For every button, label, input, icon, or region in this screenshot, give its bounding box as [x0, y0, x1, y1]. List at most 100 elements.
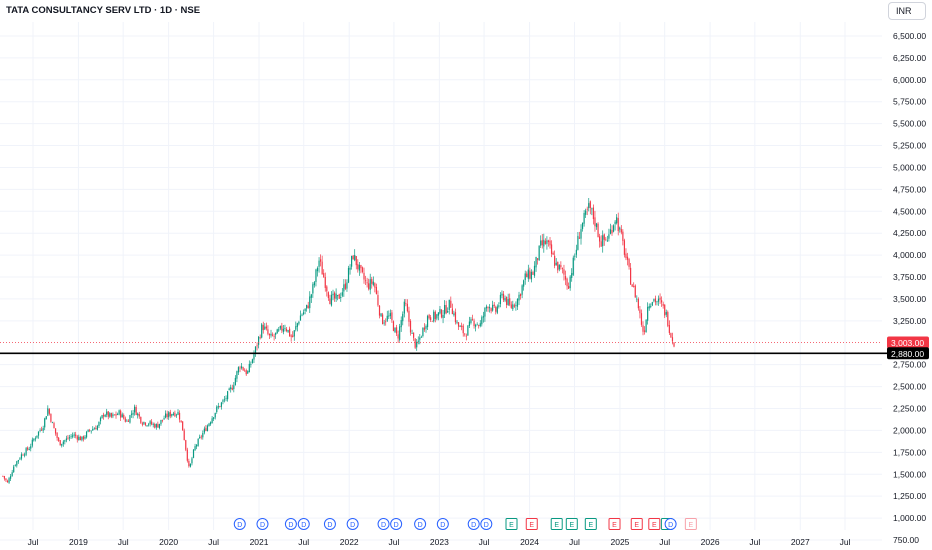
candle-body [447, 310, 449, 313]
candle-body [605, 238, 607, 240]
candle [211, 415, 213, 424]
dividend-marker[interactable]: D [284, 518, 297, 530]
candle-body [285, 328, 288, 331]
candle [273, 333, 275, 341]
x-tick-label: Jul [388, 537, 399, 547]
candle-body [22, 454, 24, 456]
dividend-marker[interactable]: D [297, 518, 310, 530]
earnings-marker[interactable]: E [608, 518, 621, 530]
candle [492, 300, 494, 312]
earnings-marker[interactable]: E [684, 518, 697, 530]
earnings-marker[interactable]: E [584, 518, 597, 530]
candle-body [620, 229, 622, 233]
currency-button[interactable]: INR [888, 2, 926, 20]
candle-body [436, 314, 438, 319]
candle [566, 277, 568, 290]
candle-body [271, 334, 274, 336]
candle [134, 404, 136, 416]
candle-body [248, 363, 250, 373]
candle-body [177, 411, 179, 415]
dividend-marker[interactable]: D [323, 518, 336, 530]
earnings-marker[interactable]: E [550, 518, 563, 530]
dividend-marker[interactable]: D [480, 518, 493, 530]
candle-body [135, 407, 137, 415]
candle-body [104, 415, 106, 417]
candle-body [471, 319, 474, 321]
candle-body [137, 413, 139, 416]
earnings-marker[interactable]: E [630, 518, 643, 530]
candle [44, 417, 46, 431]
candle [5, 478, 7, 483]
dividend-marker[interactable]: D [377, 518, 390, 530]
dividend-marker[interactable]: D [414, 518, 427, 530]
candle [245, 368, 247, 376]
candle [123, 413, 125, 420]
candle [101, 414, 103, 419]
candle-body [75, 434, 77, 437]
candle [256, 342, 258, 351]
candle-body [316, 267, 319, 272]
candle-body [673, 342, 675, 347]
dividend-letter: D [440, 522, 445, 529]
candle [648, 303, 650, 311]
candle [488, 304, 491, 313]
candle-body [23, 454, 26, 456]
candle [168, 411, 170, 420]
candle-body [603, 234, 605, 240]
dividend-letter: D [327, 522, 332, 529]
candle [510, 301, 512, 309]
dividend-marker[interactable]: D [436, 518, 449, 530]
candle [312, 282, 314, 298]
candle-body [333, 292, 336, 299]
candle [358, 261, 360, 276]
candle-body [116, 414, 119, 415]
dividend-letter: D [301, 522, 306, 529]
candle-body [121, 414, 123, 418]
dividend-badge [233, 518, 246, 530]
candle [22, 453, 24, 456]
dividend-marker[interactable]: D [233, 518, 246, 530]
earnings-marker[interactable]: E [525, 518, 538, 530]
candle [532, 270, 534, 275]
candle [82, 435, 85, 442]
dividend-marker[interactable]: D [467, 518, 480, 530]
candle [572, 255, 574, 277]
earnings-marker[interactable]: E [505, 518, 518, 530]
candle [324, 272, 326, 292]
candle [37, 431, 40, 439]
candle-body [118, 410, 120, 415]
dividend-badge [390, 518, 403, 530]
candle-body [157, 424, 159, 428]
dividend-marker[interactable]: D [664, 518, 677, 530]
candle [149, 420, 151, 427]
candle-body [482, 316, 484, 318]
candle [382, 312, 384, 325]
candle-body [216, 406, 218, 413]
candle-body [413, 332, 415, 338]
candle [600, 235, 602, 247]
candle-body [290, 335, 292, 337]
candle-body [448, 299, 450, 310]
earnings-marker[interactable]: E [565, 518, 578, 530]
candle-body [402, 313, 404, 322]
candle-body [372, 281, 374, 285]
candle [451, 303, 453, 315]
candle [292, 331, 294, 338]
candle [400, 316, 402, 332]
candle-body [347, 268, 350, 283]
candle-body [313, 282, 316, 286]
candle [344, 279, 347, 291]
candle-body [225, 398, 227, 399]
dividend-marker[interactable]: D [256, 518, 269, 530]
dividend-marker[interactable]: D [346, 518, 359, 530]
candle-body [276, 329, 278, 334]
x-tick-label: Jul [208, 537, 219, 547]
candle-body [648, 306, 650, 309]
candle-body [337, 295, 339, 296]
dividend-marker[interactable]: D [390, 518, 403, 530]
candle-body [338, 294, 340, 299]
earnings-marker[interactable]: E [648, 518, 661, 530]
candle-body [546, 240, 548, 244]
candle-body [151, 421, 153, 425]
